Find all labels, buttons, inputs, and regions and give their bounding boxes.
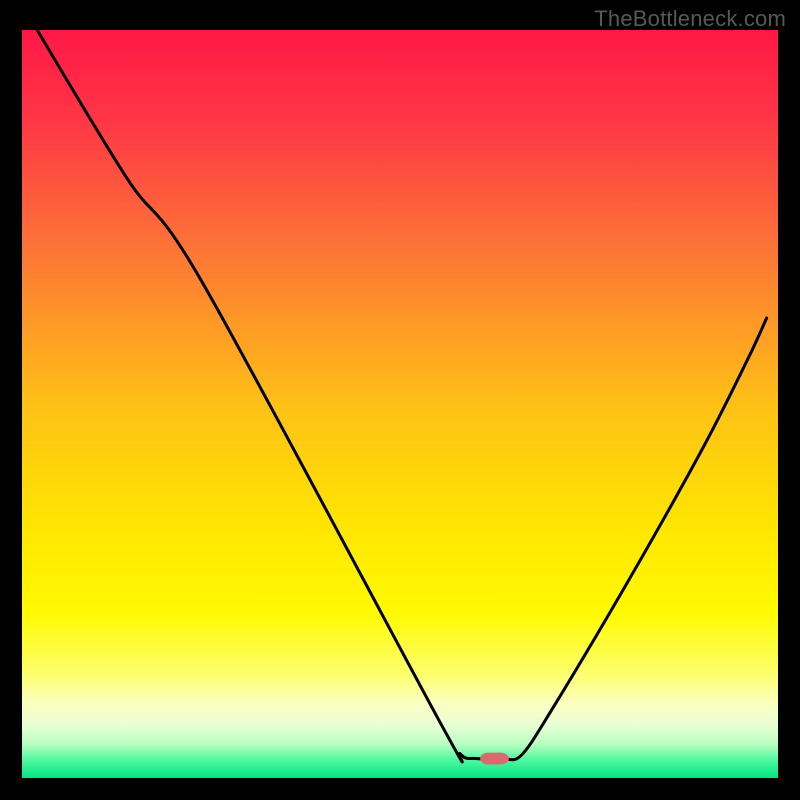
min-marker	[480, 753, 509, 765]
watermark-text: TheBottleneck.com	[594, 6, 786, 32]
chart-background	[22, 30, 778, 778]
bottleneck-chart	[22, 30, 778, 778]
